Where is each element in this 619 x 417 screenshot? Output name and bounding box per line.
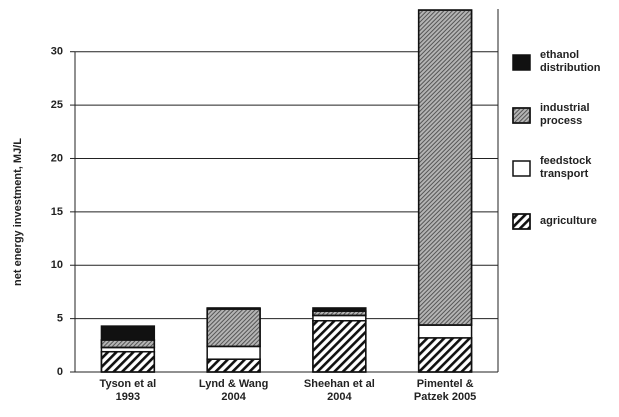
y-tick-label: 20 [51, 152, 63, 164]
bar-hatch [100, 350, 156, 373]
x-tick-label: Pimentel & Patzek 2005 [413, 378, 477, 403]
y-tick-label: 30 [51, 46, 63, 58]
bar-segment [312, 314, 367, 322]
bar-hatch [100, 339, 156, 349]
legend-swatch [512, 54, 531, 71]
bar-segment [312, 307, 367, 312]
y-tick-label: 15 [51, 206, 63, 218]
legend-label: feedstock transport [540, 155, 592, 180]
bar-hatch [312, 320, 367, 373]
bar-segment [417, 324, 473, 339]
legend-label: ethanol distribution [540, 49, 601, 74]
bar-segment [206, 345, 261, 360]
x-tick-label: Sheehan et al 2004 [303, 378, 375, 403]
y-tick-label: 10 [51, 259, 63, 271]
y-tick-label: 5 [57, 313, 63, 325]
x-tick-label: Lynd & Wang 2004 [198, 378, 269, 403]
bar-segment [206, 307, 261, 310]
bar-hatch [417, 337, 473, 373]
y-tick-label: 25 [51, 99, 63, 111]
bar-hatch [206, 358, 261, 373]
y-tick-label: 0 [57, 366, 63, 378]
bar-hatch [417, 9, 473, 326]
legend-label: agriculture [540, 214, 597, 227]
legend-hatch [512, 107, 531, 124]
legend-hatch [512, 213, 531, 230]
y-axis-label: net energy investment, MJ/L [12, 138, 24, 286]
legend-swatch [512, 160, 531, 177]
legend-label: industrial process [540, 102, 590, 127]
bar-hatch [206, 308, 261, 348]
bar-segment [100, 325, 156, 341]
x-tick-label: Tyson et al 1993 [99, 378, 157, 403]
